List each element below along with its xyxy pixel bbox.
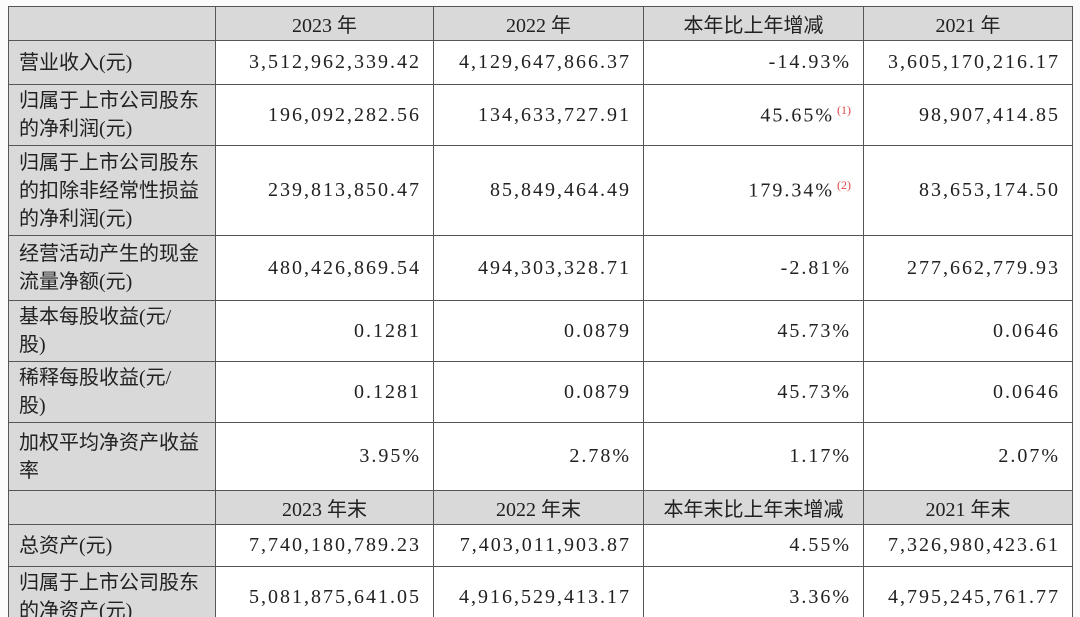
table-row-operating-cash-flow: 经营活动产生的现金 流量净额(元) 480,426,869.54 494,303… [8, 235, 1073, 301]
value-2022: 7,403,011,903.87 [433, 524, 644, 567]
change-value: 179.34% [748, 179, 834, 202]
table-row-weighted-avg-roe: 加权平均净资产收益 率 3.95% 2.78% 1.17% 2.07% [8, 422, 1073, 491]
col-header-2023: 2023 年 [215, 6, 434, 41]
value-2023: 239,813,850.47 [215, 145, 434, 236]
table-row-diluted-eps: 稀释每股收益(元/ 股) 0.1281 0.0879 45.73% 0.0646 [8, 361, 1073, 423]
row-label: 营业收入(元) [8, 40, 216, 85]
value-change: -14.93% [643, 40, 864, 85]
col-header-2022-end: 2022 年末 [433, 490, 644, 525]
col-header-2023-end: 2023 年末 [215, 490, 434, 525]
table-row-total-assets: 总资产(元) 7,740,180,789.23 7,403,011,903.87… [8, 524, 1073, 567]
table-row-deducted-net-profit: 归属于上市公司股东 的扣除非经常性损益 的净利润(元) 239,813,850.… [8, 145, 1073, 236]
value-change: 45.73% [643, 300, 864, 362]
table-row-basic-eps: 基本每股收益(元/ 股) 0.1281 0.0879 45.73% 0.0646 [8, 300, 1073, 362]
change-value: 45.65% [760, 104, 834, 127]
footnote-2-marker: (2) [837, 178, 851, 193]
value-2023: 196,092,282.56 [215, 84, 434, 146]
corner-blank-cell [8, 6, 216, 41]
value-2021: 83,653,174.50 [863, 145, 1073, 236]
row-label: 加权平均净资产收益 率 [8, 422, 216, 491]
value-change: 4.55% [643, 524, 864, 567]
table-row-net-profit: 归属于上市公司股东 的净利润(元) 196,092,282.56 134,633… [8, 84, 1073, 146]
value-2023: 0.1281 [215, 300, 434, 362]
row-label: 归属于上市公司股东 的扣除非经常性损益 的净利润(元) [8, 145, 216, 236]
value-2023: 0.1281 [215, 361, 434, 423]
col-header-2021: 2021 年 [863, 6, 1073, 41]
table-row-revenue: 营业收入(元) 3,512,962,339.42 4,129,647,866.3… [8, 40, 1073, 85]
value-change: 1.17% [643, 422, 864, 491]
section2-header-row: 2023 年末 2022 年末 本年末比上年末增减 2021 年末 [8, 490, 1073, 525]
value-2021: 98,907,414.85 [863, 84, 1073, 146]
value-2023: 7,740,180,789.23 [215, 524, 434, 567]
col-header-end-change: 本年末比上年末增减 [643, 490, 864, 525]
row-label: 基本每股收益(元/ 股) [8, 300, 216, 362]
row-label: 总资产(元) [8, 524, 216, 567]
value-change: 179.34% (2) [643, 145, 864, 236]
section1-header-row: 2023 年 2022 年 本年比上年增减 2021 年 [8, 6, 1073, 41]
value-change: 45.73% [643, 361, 864, 423]
row-label: 稀释每股收益(元/ 股) [8, 361, 216, 423]
row-label: 归属于上市公司股东 的净利润(元) [8, 84, 216, 146]
value-2021: 0.0646 [863, 361, 1073, 423]
table-row-net-assets: 归属于上市公司股东 的净资产(元) 5,081,875,641.05 4,916… [8, 566, 1073, 617]
value-2022: 134,633,727.91 [433, 84, 644, 146]
value-change: -2.81% [643, 235, 864, 301]
value-2021: 3,605,170,216.17 [863, 40, 1073, 85]
col-header-2022: 2022 年 [433, 6, 644, 41]
value-2023: 5,081,875,641.05 [215, 566, 434, 617]
value-2021: 4,795,245,761.77 [863, 566, 1073, 617]
value-change: 45.65% (1) [643, 84, 864, 146]
row-label: 归属于上市公司股东 的净资产(元) [8, 566, 216, 617]
col-header-change: 本年比上年增减 [643, 6, 864, 41]
value-2021: 0.0646 [863, 300, 1073, 362]
value-2023: 3.95% [215, 422, 434, 491]
value-2022: 0.0879 [433, 361, 644, 423]
row-label: 经营活动产生的现金 流量净额(元) [8, 235, 216, 301]
value-change: 3.36% [643, 566, 864, 617]
value-2023: 480,426,869.54 [215, 235, 434, 301]
value-2022: 85,849,464.49 [433, 145, 644, 236]
value-2022: 4,129,647,866.37 [433, 40, 644, 85]
col-header-2021-end: 2021 年末 [863, 490, 1073, 525]
value-2022: 0.0879 [433, 300, 644, 362]
value-2021: 277,662,779.93 [863, 235, 1073, 301]
value-2023: 3,512,962,339.42 [215, 40, 434, 85]
footnote-1-marker: (1) [837, 102, 851, 117]
value-2022: 494,303,328.71 [433, 235, 644, 301]
value-2021: 7,326,980,423.61 [863, 524, 1073, 567]
financial-summary-table: 2023 年 2022 年 本年比上年增减 2021 年 营业收入(元) 3,5… [8, 6, 1073, 617]
value-2021: 2.07% [863, 422, 1073, 491]
value-2022: 4,916,529,413.17 [433, 566, 644, 617]
corner-blank-cell [8, 490, 216, 525]
value-2022: 2.78% [433, 422, 644, 491]
